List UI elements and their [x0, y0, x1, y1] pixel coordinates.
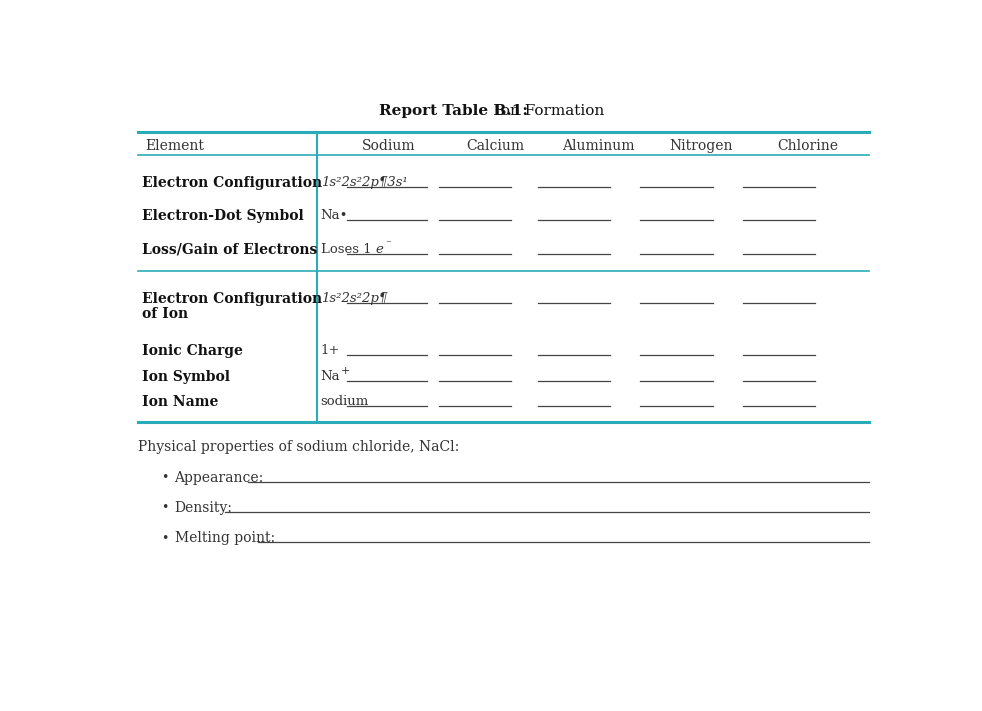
Text: Na: Na — [320, 370, 340, 383]
Text: e: e — [375, 243, 383, 256]
Text: Chlorine: Chlorine — [777, 139, 839, 153]
Text: Electron Configuration: Electron Configuration — [141, 292, 322, 306]
Text: +: + — [341, 366, 351, 376]
Text: of Ion: of Ion — [141, 306, 188, 321]
Text: Electron-Dot Symbol: Electron-Dot Symbol — [141, 208, 303, 223]
Text: Loses 1: Loses 1 — [320, 243, 375, 256]
Text: •: • — [161, 532, 168, 545]
Text: Physical properties of sodium chloride, NaCl:: Physical properties of sodium chloride, … — [137, 439, 460, 454]
Text: Ion Name: Ion Name — [141, 395, 218, 409]
Text: Nitrogen: Nitrogen — [670, 139, 733, 153]
Text: Loss/Gain of Electrons: Loss/Gain of Electrons — [141, 242, 317, 257]
Text: sodium: sodium — [320, 395, 369, 408]
Text: Calcium: Calcium — [466, 139, 524, 153]
Text: 1s²2s²2p¶: 1s²2s²2p¶ — [320, 292, 387, 305]
Text: 1s²2s²2p¶3s¹: 1s²2s²2p¶3s¹ — [320, 176, 408, 189]
Text: Electron Configuration: Electron Configuration — [141, 176, 322, 190]
Text: Melting point:: Melting point: — [175, 531, 275, 545]
Text: Report Table B.1:: Report Table B.1: — [379, 105, 528, 119]
Text: Ionic Charge: Ionic Charge — [141, 344, 243, 358]
Text: Sodium: Sodium — [362, 139, 416, 153]
Text: Ion Symbol: Ion Symbol — [141, 370, 230, 383]
Text: Aluminum: Aluminum — [562, 139, 634, 153]
Text: Na•: Na• — [320, 209, 349, 222]
Text: Ion Formation: Ion Formation — [490, 105, 605, 119]
Text: Density:: Density: — [175, 501, 233, 515]
Text: Appearance:: Appearance: — [175, 471, 264, 485]
Text: 1+: 1+ — [320, 344, 340, 358]
Text: •: • — [161, 501, 168, 515]
Text: Element: Element — [145, 139, 204, 153]
Text: ⁻: ⁻ — [385, 240, 391, 250]
Text: •: • — [161, 471, 168, 484]
